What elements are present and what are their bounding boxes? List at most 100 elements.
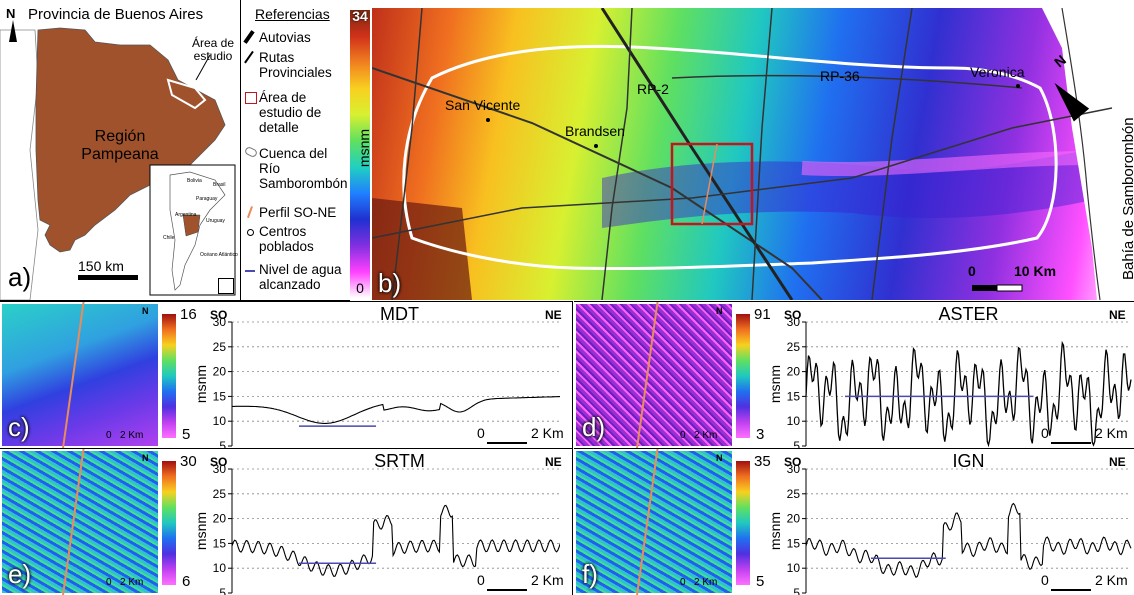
legend-item-perfil: Perfil SO-NE xyxy=(259,205,337,220)
water-level-icon xyxy=(245,270,255,272)
panel-letter-b: b) xyxy=(378,268,402,298)
colorbar-main xyxy=(350,10,370,298)
detail-map-c: c) 0 2 Km N xyxy=(2,302,158,448)
panel-letter-a: a) xyxy=(8,262,32,292)
y-tick-label: 30 xyxy=(787,462,801,476)
place-brandsen: Brandsen xyxy=(565,123,625,139)
profile-panel-d: d) 0 2 Km N 91 3 5 10 15 20 25 30 ASTER SO NE msnm 0 2 Km xyxy=(574,301,1134,448)
profile-title-f: IGN xyxy=(952,451,985,471)
profile-ylabel-e: msnm xyxy=(193,511,210,551)
y-tick-label: 25 xyxy=(787,340,801,354)
colorbar-max-e: 30 xyxy=(180,453,197,470)
legend-item-nivel: Nivel de agua alcanzado xyxy=(259,262,342,292)
y-tick-label: 10 xyxy=(787,561,801,575)
detail-scale-2-c: 2 Km xyxy=(120,430,144,441)
legend-item-rutas: Rutas Provinciales xyxy=(259,50,332,80)
detail-scale-0-e: 0 xyxy=(106,577,112,588)
scale-b-10: 10 Km xyxy=(1014,263,1057,279)
y-tick-label: 20 xyxy=(787,365,801,379)
profile-title-d: ASTER xyxy=(938,304,999,324)
profile-left-c: SO xyxy=(210,308,228,322)
y-tick-label: 5 xyxy=(793,439,800,448)
y-tick-label: 25 xyxy=(213,340,227,354)
region-label: Región Pampeana xyxy=(81,128,159,163)
panel-b-dem-map: San Vicente Brandsen Veronica RP-2 RP-36… xyxy=(372,8,1134,300)
colorbar-min-d: 3 xyxy=(756,426,765,443)
point-icon xyxy=(247,229,254,236)
colorbar-min-c: 5 xyxy=(182,426,191,443)
y-tick-label: 5 xyxy=(219,586,226,595)
north-arrow-a-icon xyxy=(9,20,17,42)
panel-letter-f: f) xyxy=(582,559,598,589)
inset-label-uruguay: Uruguay xyxy=(206,218,225,224)
legend-title: Referencias xyxy=(255,6,330,22)
square-icon xyxy=(245,92,257,104)
profile-title-e: SRTM xyxy=(374,451,425,471)
detail-map-d: d) 0 2 Km N xyxy=(576,302,732,448)
legend-item-autovias: Autovias xyxy=(259,30,311,45)
plot-scale-2-f: 2 Km xyxy=(1095,572,1128,589)
profile-icon xyxy=(246,206,253,218)
panel-letter-c: c) xyxy=(8,412,30,442)
province-title: Provincia de Buenos Aires xyxy=(28,6,204,23)
colorbar-min-e: 6 xyxy=(182,573,191,590)
plot-scale-2-c: 2 Km xyxy=(531,425,564,442)
profile-plot-c: 5 10 15 20 25 30 xyxy=(213,315,560,448)
inset-label-chile: Chile xyxy=(163,235,175,241)
plot-scale-0-c: 0 xyxy=(477,425,485,442)
legend-item-centros: Centros poblados xyxy=(259,224,314,254)
legend-item-cuenca: Cuenca del Río Samborombón xyxy=(259,146,348,191)
colorbar-min-f: 5 xyxy=(756,573,765,590)
plot-scale-0-e: 0 xyxy=(477,572,485,589)
ruta-icon xyxy=(244,50,254,64)
y-tick-label: 15 xyxy=(213,389,227,403)
y-tick-label: 15 xyxy=(787,536,801,550)
colorbar-c xyxy=(162,314,176,438)
detail-scale-2-e: 2 Km xyxy=(120,577,144,588)
profile-plot-f: 5 10 15 20 25 30 xyxy=(787,462,1132,595)
colorbar-max-c: 16 xyxy=(180,306,197,323)
panel-a-province-map: N Provincia de Buenos Aires Área de estu… xyxy=(0,0,241,301)
colorbar-main-unit: msnm xyxy=(356,128,373,168)
profile-right-e: NE xyxy=(545,455,562,469)
profile-ylabel-d: msnm xyxy=(767,364,784,404)
y-tick-label: 10 xyxy=(213,414,227,428)
profile-panel-f: f) 0 2 Km N 35 5 5 10 15 20 25 30 IGN SO NE msnm 0 2 Km xyxy=(574,448,1134,595)
inset-label-ocean: Océano Atlántico xyxy=(200,252,238,258)
profile-left-d: SO xyxy=(784,308,802,322)
colorbar-e xyxy=(162,461,176,585)
profile-panel-c: c) 0 2 Km N 16 5 5 10 15 20 25 30 MDT SO NE msnm 0 2 Km xyxy=(0,301,573,448)
profile-left-e: SO xyxy=(210,455,228,469)
colorbar-main-max: 34 xyxy=(352,8,368,24)
y-tick-label: 15 xyxy=(787,389,801,403)
y-tick-label: 20 xyxy=(213,512,227,526)
north-arrow-a: N xyxy=(6,6,16,21)
scale-bar-a: 150 km xyxy=(78,258,124,274)
colorbar-max-f: 35 xyxy=(754,453,771,470)
plot-scale-0-d: 0 xyxy=(1041,425,1049,442)
detail-north-f: N xyxy=(716,453,723,463)
bay-label: Bahía de Samborombón xyxy=(1120,117,1134,280)
inset-label-paraguay: Paraguay xyxy=(196,196,218,202)
y-tick-label: 25 xyxy=(787,487,801,501)
colorbar-max-d: 91 xyxy=(754,306,771,323)
detail-scale-0-c: 0 xyxy=(106,430,112,441)
scale-b-0: 0 xyxy=(968,263,976,279)
y-tick-label: 10 xyxy=(787,414,801,428)
detail-north-c: N xyxy=(142,306,149,316)
province-map-svg xyxy=(0,27,236,300)
y-tick-label: 20 xyxy=(787,512,801,526)
colorbar-f xyxy=(736,461,750,585)
y-tick-label: 30 xyxy=(213,462,227,476)
detail-scale-0-d: 0 xyxy=(680,430,686,441)
autovia-icon xyxy=(243,30,255,44)
inset-label-brasil: Brasil xyxy=(213,182,226,188)
scale-bar-a-line xyxy=(78,275,138,280)
profile-right-f: NE xyxy=(1109,455,1126,469)
profile-left-f: SO xyxy=(784,455,802,469)
detail-map-f: f) 0 2 Km N xyxy=(576,449,732,595)
plot-scale-0-f: 0 xyxy=(1041,572,1049,589)
profile-ylabel-c: msnm xyxy=(193,364,210,404)
profile-line-f-series xyxy=(805,502,1132,578)
road-rp2: RP-2 xyxy=(637,81,669,97)
